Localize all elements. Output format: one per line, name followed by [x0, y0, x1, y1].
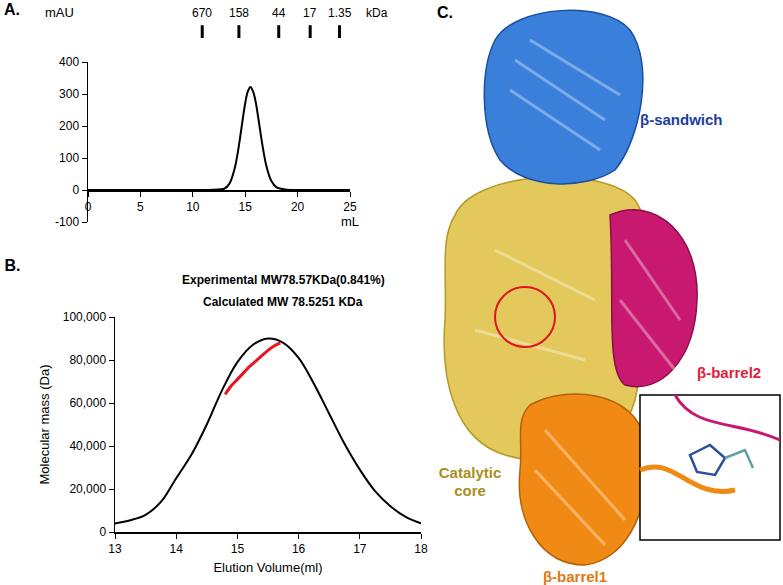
svg-text:β-sandwich: β-sandwich: [640, 111, 723, 128]
svg-text:C.: C.: [437, 4, 453, 21]
svg-text:mAU: mAU: [45, 5, 74, 20]
svg-text:14: 14: [170, 542, 184, 556]
svg-text:20,000: 20,000: [69, 482, 106, 496]
svg-text:mL: mL: [341, 214, 359, 229]
svg-text:17: 17: [353, 542, 367, 556]
svg-text:5: 5: [137, 200, 144, 214]
svg-text:158: 158: [229, 6, 249, 20]
svg-text:44: 44: [272, 6, 286, 20]
svg-text:60,000: 60,000: [69, 396, 106, 410]
svg-text:Experimental MW78.57KDa(0.841%: Experimental MW78.57KDa(0.841%): [182, 273, 385, 287]
svg-text:0: 0: [99, 525, 106, 539]
svg-text:20: 20: [291, 200, 305, 214]
svg-text:β-barrel2: β-barrel2: [697, 364, 761, 381]
svg-text:100,000: 100,000: [63, 310, 107, 324]
svg-text:15: 15: [239, 200, 253, 214]
svg-text:10: 10: [186, 200, 200, 214]
svg-text:A.: A.: [4, 1, 20, 18]
svg-text:Molecular mass (Da): Molecular mass (Da): [37, 365, 52, 485]
svg-text:β-barrel1: β-barrel1: [543, 568, 607, 585]
svg-text:0: 0: [85, 200, 92, 214]
svg-text:18: 18: [414, 542, 428, 556]
svg-text:kDa: kDa: [366, 6, 388, 20]
svg-text:-100: -100: [55, 215, 79, 229]
svg-text:1.35: 1.35: [328, 6, 352, 20]
svg-text:40,000: 40,000: [69, 439, 106, 453]
svg-text:Catalyticcore: Catalyticcore: [439, 464, 502, 499]
svg-text:400: 400: [59, 55, 79, 69]
svg-text:13: 13: [108, 542, 122, 556]
svg-text:670: 670: [192, 6, 212, 20]
svg-text:B.: B.: [4, 257, 20, 274]
svg-text:200: 200: [59, 119, 79, 133]
svg-text:Elution Volume(ml): Elution Volume(ml): [213, 560, 322, 575]
svg-text:16: 16: [292, 542, 306, 556]
svg-text:100: 100: [59, 151, 79, 165]
svg-text:15: 15: [231, 542, 245, 556]
svg-text:0: 0: [72, 183, 79, 197]
svg-text:300: 300: [59, 87, 79, 101]
svg-text:25: 25: [343, 200, 357, 214]
svg-text:17: 17: [303, 6, 317, 20]
svg-text:Calculated MW 78.5251 KDa: Calculated MW 78.5251 KDa: [203, 295, 363, 309]
svg-text:80,000: 80,000: [69, 353, 106, 367]
